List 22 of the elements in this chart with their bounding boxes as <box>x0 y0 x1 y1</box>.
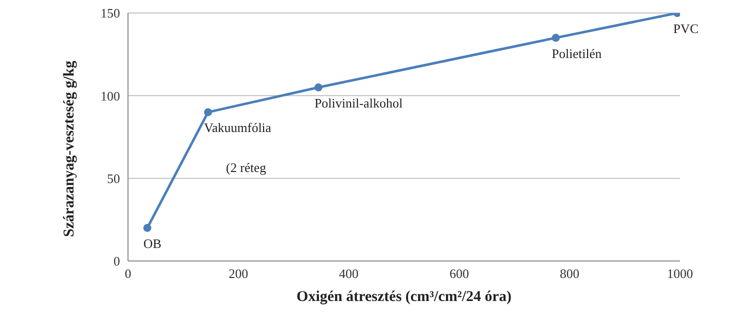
y-tick-label: 0 <box>114 254 120 269</box>
point <box>143 224 152 232</box>
annotation: Polietilén <box>552 46 602 61</box>
y-tick-label: 150 <box>100 6 120 21</box>
x-tick-label: 1000 <box>667 266 693 282</box>
y-axis-title: Szárazanyag-veszteség g/kg <box>61 60 78 237</box>
point <box>204 108 212 116</box>
annotation: PVC <box>673 21 699 36</box>
x-axis-title: Oxigén átresztés (cm³/cm²/24 óra) <box>296 289 512 305</box>
point <box>314 83 322 92</box>
x-tick-label: 400 <box>339 266 359 282</box>
y-tick-label: 50 <box>107 170 120 186</box>
x-tick-label: 0 <box>124 266 132 282</box>
x-tick-label: 600 <box>449 266 469 282</box>
point <box>552 34 560 42</box>
annotation: OB <box>143 236 162 251</box>
y-tick-label: 100 <box>100 88 120 104</box>
x-tick-label: 200 <box>228 266 248 282</box>
annotation: Vakuumfólia <box>204 120 272 136</box>
annotation: Polivinil-alkohol <box>314 95 403 110</box>
annotation: (2 réteg <box>226 160 267 176</box>
x-tick-label: 800 <box>560 266 580 282</box>
